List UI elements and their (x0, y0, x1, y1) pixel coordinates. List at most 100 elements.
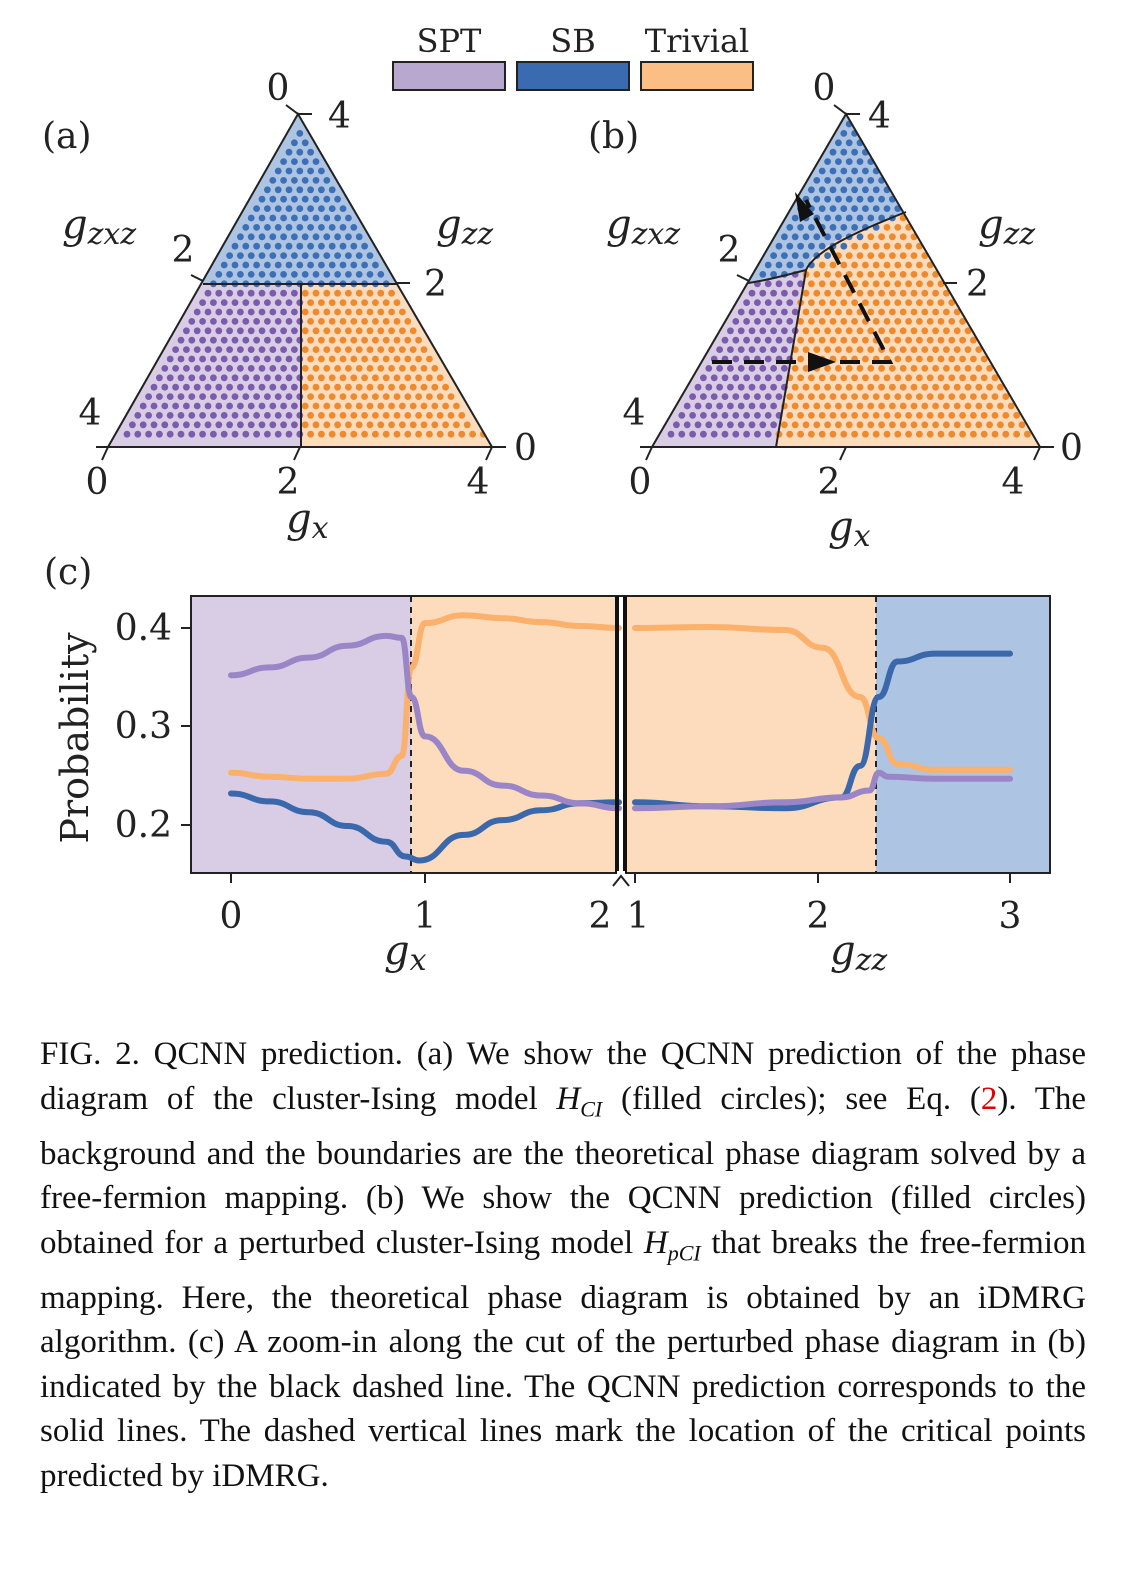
phase-dot-spt (183, 327, 190, 335)
panel-c-label: (c) (44, 552, 92, 593)
phase-dot-trivial (334, 327, 341, 335)
panel-a-right-tick-0: 0 (514, 428, 537, 469)
phase-dot-spt (710, 374, 718, 382)
phase-dot-spt (215, 289, 223, 297)
phase-dot-trivial (845, 402, 853, 410)
phase-dot-spt (770, 402, 777, 410)
phase-dot-trivial (328, 336, 336, 344)
phase-dot-trivial (345, 346, 352, 353)
panel-b-ternary: (b) 0 2 4 4 2 0 4 2 0 gzxz gzz (588, 68, 1083, 554)
phase-dot-trivial (388, 346, 395, 353)
phase-dot-sb (237, 252, 244, 259)
phase-dot-spt (291, 365, 298, 372)
phase-dot-trivial (345, 289, 352, 297)
phase-dot-trivial (339, 393, 347, 400)
phase-dot-sb (851, 224, 858, 231)
phase-dot-spt (285, 430, 293, 438)
phase-dot-trivial (323, 421, 331, 429)
phase-dot-spt (291, 289, 298, 297)
phase-dot-trivial (345, 327, 352, 335)
legend-swatch-spt (392, 61, 506, 91)
phase-dot-trivial (334, 346, 341, 353)
phase-dot-trivial (921, 308, 929, 316)
phase-dot-spt (775, 299, 783, 306)
phase-dot-sb (813, 177, 821, 184)
panel-b-right-tick-4: 4 (868, 96, 891, 137)
phase-dot-trivial (388, 327, 395, 335)
phase-dot-spt (748, 402, 756, 410)
phase-dot-trivial (959, 355, 966, 363)
phase-dot-spt (231, 374, 239, 382)
phase-dot-trivial (856, 346, 864, 353)
phase-dot-spt (754, 299, 761, 306)
phase-dot-sb (301, 177, 309, 184)
phase-dot-sb (247, 214, 255, 222)
phase-dot-sb (872, 205, 880, 213)
phase-dot-sb (818, 242, 826, 250)
phase-dot-trivial (910, 383, 918, 391)
phase-dot-spt (280, 402, 287, 410)
phase-dot-trivial (910, 365, 918, 372)
phase-dot-trivial (361, 412, 368, 419)
phase-dot-trivial (377, 365, 385, 372)
phase-dot-trivial (301, 346, 309, 353)
phase-dot-spt (129, 421, 136, 429)
panel-c-xtick-gzz-2: 2 (807, 896, 830, 937)
phase-dot-trivial (862, 412, 869, 419)
phase-dot-trivial (415, 430, 422, 438)
phase-dot-spt (193, 346, 201, 353)
phase-dot-trivial (404, 318, 412, 325)
phase-dot-sb (840, 167, 848, 175)
legend-swatch-trivial (640, 61, 754, 91)
phase-dot-trivial (867, 421, 875, 429)
phase-dot-spt (727, 346, 734, 353)
phase-dot-spt (204, 346, 212, 353)
phase-dot-trivial (431, 402, 439, 410)
panel-a-dots-sb (210, 130, 390, 288)
phase-dot-trivial (916, 318, 923, 325)
phase-dot-spt (743, 336, 750, 344)
phase-dot-sb (818, 205, 826, 213)
panel-b-bottom-tick-4: 4 (1002, 462, 1025, 503)
phase-dot-trivial (409, 365, 417, 372)
panel-a-bottom-tick-4: 4 (467, 462, 490, 503)
phase-dot-trivial (851, 336, 858, 344)
phase-dot-trivial (415, 355, 422, 363)
phase-dot-trivial (350, 355, 358, 363)
phase-dot-spt (204, 289, 212, 297)
phase-dot-sb (323, 214, 331, 222)
phase-dot-trivial (905, 336, 912, 344)
phase-dot-trivial (894, 412, 902, 419)
phase-dot-spt (274, 318, 282, 325)
phase-dot-sb (328, 186, 336, 194)
phase-dot-trivial (910, 346, 918, 353)
phase-dot-trivial (959, 393, 966, 400)
phase-dot-trivial (845, 421, 853, 429)
phase-dot-trivial (991, 430, 999, 438)
phase-dot-trivial (1002, 412, 1010, 419)
phase-dot-spt (193, 308, 201, 316)
phase-dot-spt (754, 430, 761, 438)
phase-dot-sb (258, 271, 266, 278)
phase-dot-trivial (867, 365, 875, 372)
phase-dot-sb (253, 261, 260, 269)
phase-dot-trivial (851, 242, 858, 250)
phase-dot-spt (296, 299, 304, 306)
phase-dot-sb (334, 233, 341, 241)
phase-dot-trivial (937, 280, 945, 288)
phase-dot-spt (743, 318, 750, 325)
panel-c-line-chart: (c) 0.2 0.3 0.4 Probability 0 1 2 1 2 3 … (44, 552, 1051, 978)
phase-dot-spt (285, 318, 293, 325)
phase-dot-trivial (808, 430, 815, 438)
phase-dot-spt (242, 393, 250, 400)
phase-dot-spt (280, 289, 287, 297)
phase-dot-trivial (431, 421, 439, 429)
phase-dot-trivial (382, 374, 390, 382)
phase-dot-spt (737, 383, 745, 391)
phase-dot-spt (258, 383, 266, 391)
phase-dot-trivial (872, 242, 880, 250)
phase-dot-trivial (829, 299, 837, 306)
phase-dot-spt (732, 336, 740, 344)
phase-dot-spt (237, 327, 244, 335)
equation-reference-link[interactable]: 2 (980, 1080, 998, 1117)
